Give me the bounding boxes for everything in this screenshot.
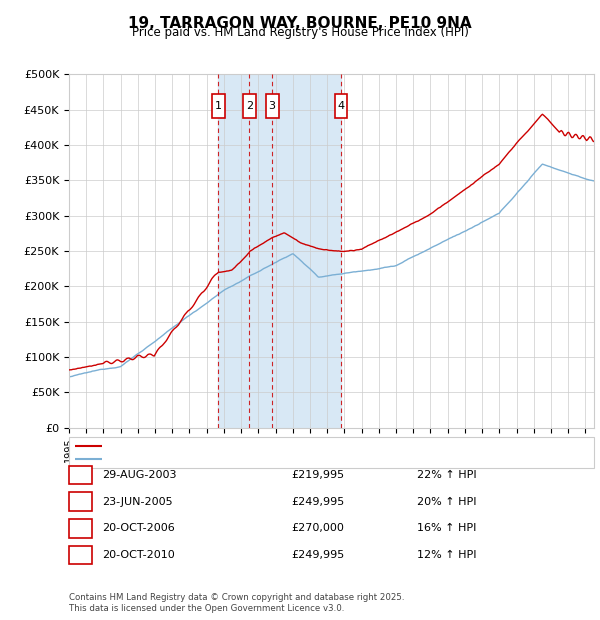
Text: £270,000: £270,000 <box>291 523 344 533</box>
Text: £249,995: £249,995 <box>291 550 344 560</box>
Text: 16% ↑ HPI: 16% ↑ HPI <box>417 523 476 533</box>
Text: 1: 1 <box>77 469 84 481</box>
Text: 22% ↑ HPI: 22% ↑ HPI <box>417 470 476 480</box>
Text: 1: 1 <box>215 101 221 111</box>
Text: Price paid vs. HM Land Registry's House Price Index (HPI): Price paid vs. HM Land Registry's House … <box>131 26 469 39</box>
Bar <box>266 94 278 118</box>
Text: 20% ↑ HPI: 20% ↑ HPI <box>417 497 476 507</box>
Text: 3: 3 <box>77 522 84 534</box>
Text: 23-JUN-2005: 23-JUN-2005 <box>102 497 173 507</box>
Text: 19, TARRAGON WAY, BOURNE, PE10 9NA (detached house): 19, TARRAGON WAY, BOURNE, PE10 9NA (deta… <box>108 441 414 451</box>
Text: £249,995: £249,995 <box>291 497 344 507</box>
Bar <box>243 94 256 118</box>
Text: Contains HM Land Registry data © Crown copyright and database right 2025.
This d: Contains HM Land Registry data © Crown c… <box>69 593 404 613</box>
Text: 29-AUG-2003: 29-AUG-2003 <box>102 470 176 480</box>
Text: 12% ↑ HPI: 12% ↑ HPI <box>417 550 476 560</box>
Text: 3: 3 <box>269 101 275 111</box>
Bar <box>212 94 224 118</box>
Text: 19, TARRAGON WAY, BOURNE, PE10 9NA: 19, TARRAGON WAY, BOURNE, PE10 9NA <box>128 16 472 30</box>
Text: 2: 2 <box>245 101 253 111</box>
Text: 4: 4 <box>337 101 344 111</box>
Text: 20-OCT-2006: 20-OCT-2006 <box>102 523 175 533</box>
Text: 2: 2 <box>77 495 84 508</box>
Bar <box>335 94 347 118</box>
Bar <box>218 74 341 428</box>
Text: £219,995: £219,995 <box>291 470 344 480</box>
Text: 20-OCT-2010: 20-OCT-2010 <box>102 550 175 560</box>
Text: 4: 4 <box>77 549 84 561</box>
Text: HPI: Average price, detached house, South Kesteven: HPI: Average price, detached house, Sout… <box>108 454 382 464</box>
